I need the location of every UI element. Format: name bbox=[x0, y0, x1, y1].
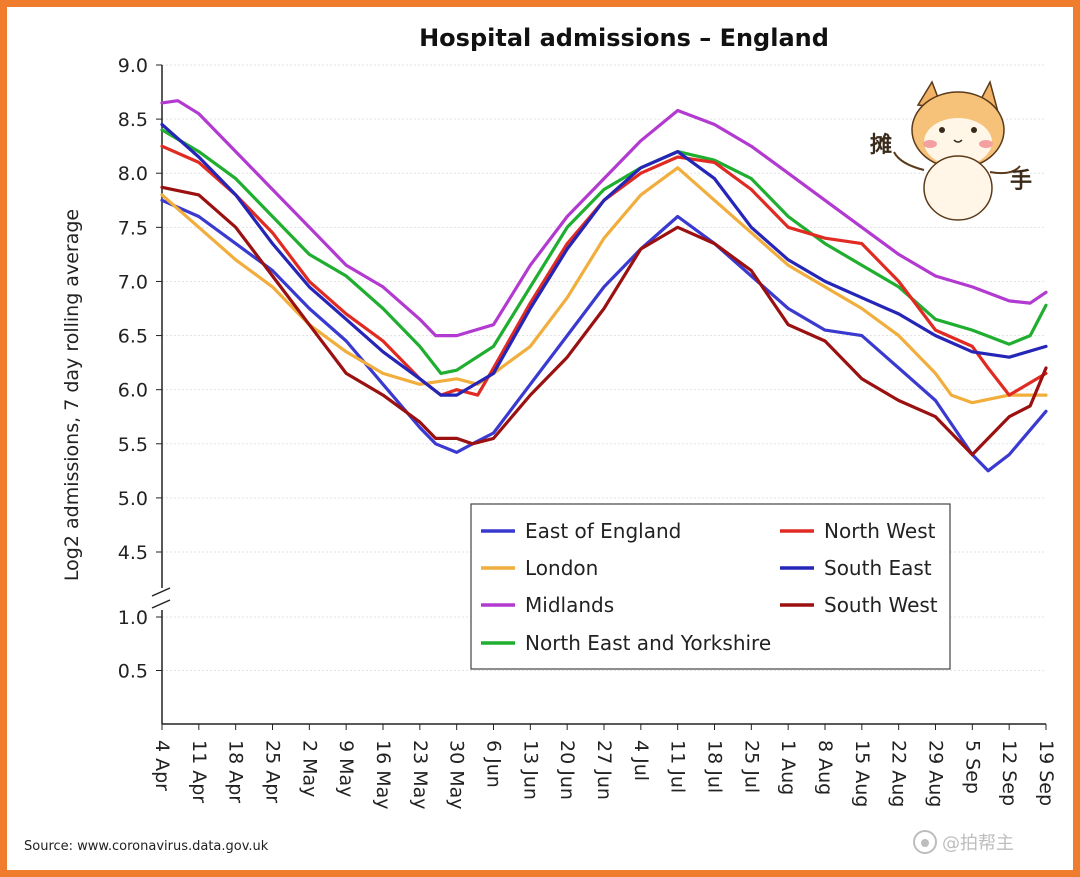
series-line-london bbox=[160, 166, 1048, 405]
y-tick-label: 6.0 bbox=[118, 380, 148, 402]
x-tick-label: 23 May bbox=[409, 740, 431, 810]
x-tick-label: 12 Sep bbox=[998, 740, 1020, 806]
watermark: @拍帮主 bbox=[942, 833, 1014, 854]
y-tick-label: 4.5 bbox=[118, 542, 148, 564]
y-tick-label: 6.5 bbox=[118, 326, 148, 348]
series-line-south-west bbox=[160, 185, 1048, 457]
shiba-sticker bbox=[893, 79, 1021, 221]
chart-title: Hospital admissions – England bbox=[419, 24, 829, 52]
x-tick-label: 11 Jul bbox=[667, 740, 689, 793]
y-tick-label: 8.5 bbox=[118, 109, 148, 131]
legend-label-north-west: North West bbox=[824, 519, 936, 543]
y-axis-label: Log2 admissions, 7 day rolling average bbox=[61, 209, 83, 581]
legend-label-midlands: Midlands bbox=[525, 593, 614, 617]
sticker-right-text: 手 bbox=[1010, 169, 1032, 194]
series-line-east-of-england bbox=[160, 198, 1048, 473]
x-tick-label: 13 Jun bbox=[519, 740, 541, 800]
axis-break-marker bbox=[151, 587, 171, 610]
y-tick-label: 7.5 bbox=[118, 217, 148, 239]
sticker-left-text: 摊 bbox=[870, 132, 892, 158]
legend-label-london: London bbox=[525, 556, 598, 580]
series-line-south-east bbox=[160, 122, 1048, 397]
y-tick-label: 1.0 bbox=[118, 607, 148, 629]
x-tick-label: 18 Apr bbox=[225, 740, 247, 803]
x-tick-label: 25 Jul bbox=[740, 740, 762, 793]
legend-box bbox=[470, 503, 951, 670]
legend-label-south-west: South West bbox=[824, 593, 938, 617]
x-tick-label: 29 Aug bbox=[925, 740, 947, 807]
x-tick-label: 15 Aug bbox=[851, 740, 873, 807]
x-tick-label: 30 May bbox=[446, 740, 468, 810]
y-tick-label: 9.0 bbox=[118, 55, 148, 77]
legend-label-south-east: South East bbox=[824, 556, 932, 580]
series-line-north-east-and-yorkshire bbox=[160, 128, 1048, 375]
y-tick-label: 8.0 bbox=[118, 163, 148, 185]
x-tick-label: 25 Apr bbox=[262, 740, 284, 803]
x-tick-label: 22 Aug bbox=[888, 740, 910, 807]
source-note: Source: www.coronavirus.data.gov.uk bbox=[24, 839, 269, 854]
y-tick-label: 5.0 bbox=[118, 488, 148, 510]
legend-label-north-east-and-yorkshire: North East and Yorkshire bbox=[525, 631, 771, 655]
x-tick-label: 11 Apr bbox=[188, 740, 210, 803]
axis-break-slash bbox=[151, 587, 171, 597]
x-tick-label: 27 Jun bbox=[593, 740, 615, 800]
x-tick-label: 8 Aug bbox=[814, 740, 836, 795]
axis-break-slash bbox=[151, 599, 171, 609]
x-tick-label: 19 Sep bbox=[1035, 740, 1057, 806]
series-line-north-west bbox=[160, 144, 1048, 397]
x-tick-label: 4 Jul bbox=[630, 740, 652, 781]
x-tick-label: 5 Sep bbox=[961, 740, 983, 794]
x-tick-label: 20 Jun bbox=[556, 740, 578, 800]
x-tick-label: 16 May bbox=[372, 740, 394, 810]
x-tick-label: 9 May bbox=[335, 740, 357, 797]
x-tick-label: 6 Jun bbox=[483, 740, 505, 788]
x-tick-label: 4 Apr bbox=[151, 740, 173, 791]
legend-label-east-of-england: East of England bbox=[525, 519, 681, 543]
series-line-midlands bbox=[160, 99, 1048, 338]
x-tick-label: 18 Jul bbox=[704, 740, 726, 793]
weibo-icon bbox=[913, 830, 937, 854]
y-tick-label: 5.5 bbox=[118, 434, 148, 456]
y-tick-label: 0.5 bbox=[118, 661, 148, 683]
y-tick-label: 7.0 bbox=[118, 271, 148, 293]
x-tick-label: 2 May bbox=[298, 740, 320, 797]
x-tick-label: 1 Aug bbox=[777, 740, 799, 795]
